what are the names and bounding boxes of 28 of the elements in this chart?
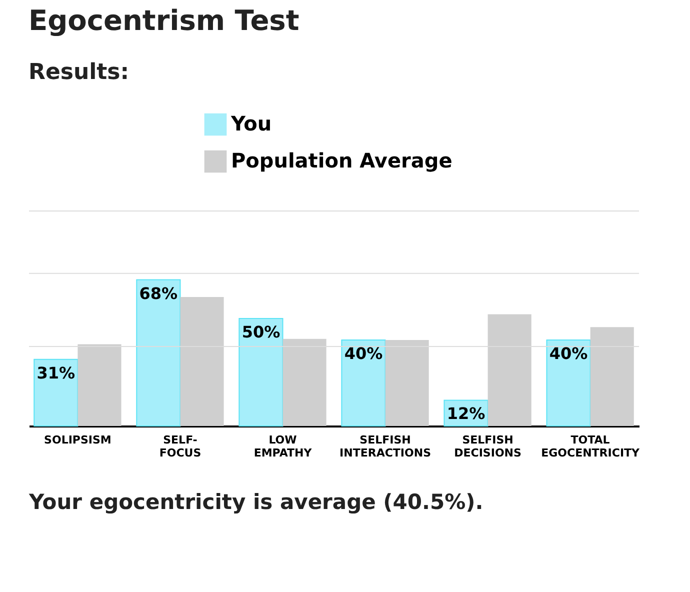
data-label: 50% [242, 322, 280, 342]
x-tick-label: LOW EMPATHY [254, 434, 313, 460]
data-label: 31% [36, 363, 76, 382]
x-tick-label: SELFISH DECISIONS [454, 434, 522, 460]
bar [341, 340, 386, 426]
legend-label: You [230, 112, 272, 136]
legend-label: Population Average [231, 148, 452, 172]
chart-subtitle: Results: [28, 60, 130, 85]
bar [238, 318, 284, 426]
data-label: 40% [549, 344, 588, 363]
bar [590, 327, 634, 426]
bar [34, 358, 78, 426]
bar [78, 344, 122, 426]
bar [180, 297, 224, 426]
data-label: 40% [344, 344, 383, 363]
bar [488, 314, 532, 426]
data-label: 68% [139, 284, 178, 303]
data-label: 12% [446, 404, 486, 424]
bar [385, 340, 429, 426]
text: Your egocentricity is average (40.5%). [28, 490, 484, 514]
x-tick-label: SOLIPSISM [44, 434, 112, 446]
bar [282, 338, 326, 426]
chart-title: Egocentrism Test [28, 4, 300, 37]
x-tick-label: SELF- FOCUS [159, 434, 202, 460]
bar [546, 340, 591, 426]
bar [136, 279, 181, 426]
x-tick-label: SELFISH INTERACTIONS [340, 434, 432, 460]
x-tick-label: TOTAL EGOCENTRICITY [541, 434, 641, 460]
